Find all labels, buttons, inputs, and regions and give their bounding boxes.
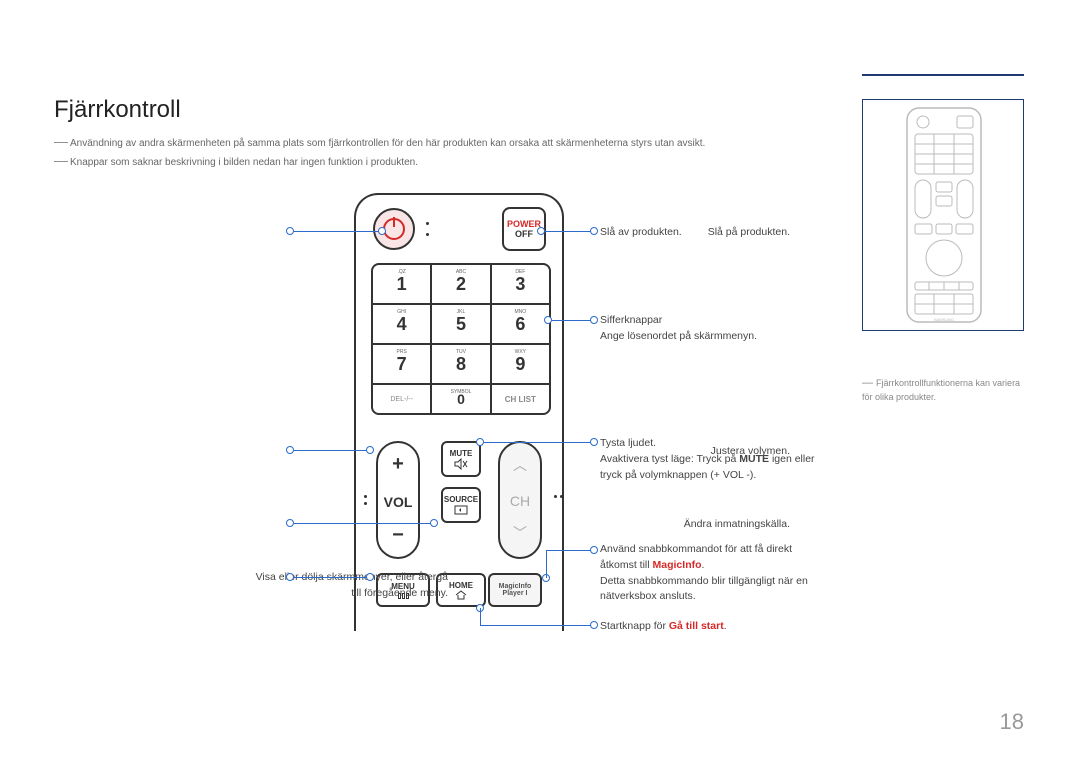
leader-dot <box>286 446 294 454</box>
leader-line <box>552 320 594 321</box>
key-chlist: CH LIST <box>492 385 549 413</box>
leader-dot <box>286 573 294 581</box>
key-9: WXY9 <box>492 345 549 385</box>
callout-magicinfo: Använd snabbkommandot för att få direkt … <box>600 542 830 605</box>
leader-line <box>294 523 434 524</box>
key-1: .QZ1 <box>373 265 432 305</box>
volume-rocker: + VOL − <box>376 441 420 559</box>
callout-power-on: Slå på produkten. <box>708 225 790 241</box>
source-button: SOURCE <box>441 487 481 523</box>
leader-dot <box>590 316 598 324</box>
page-title: Fjärrkontroll <box>54 96 181 124</box>
leader-dot <box>590 546 598 554</box>
note-dash: ― <box>54 133 68 149</box>
sidebar-remote-preview: SAMSUNG <box>862 99 1024 331</box>
leader-dot <box>590 227 598 235</box>
leader-dot <box>590 438 598 446</box>
key-3: DEF3 <box>492 265 549 305</box>
leader-line <box>484 442 594 443</box>
callout-power-off: Slå av produkten. <box>600 225 682 241</box>
callout-mute: Tysta ljudet. Avaktivera tyst läge: Tryc… <box>600 436 820 483</box>
remote-body: POWER OFF .QZ1 ABC2 DEF3 GHI4 JKL5 MNO6 … <box>354 193 564 631</box>
mute-button: MUTE <box>441 441 481 477</box>
leader-line <box>546 550 547 578</box>
key-7: PRS7 <box>373 345 432 385</box>
leader-line <box>545 231 594 232</box>
key-6: MNO6 <box>492 305 549 345</box>
key-del: DEL-/-- <box>373 385 432 413</box>
sidebar-note: ―Fjärrkontrollfunktionerna kan variera f… <box>862 376 1024 404</box>
page-number: 18 <box>1000 709 1024 735</box>
leader-dot <box>430 519 438 527</box>
leader-dot <box>378 227 386 235</box>
leader-dot <box>590 621 598 629</box>
header-rule <box>862 74 1024 76</box>
note-1: Användning av andra skärmenheten på samm… <box>70 138 830 149</box>
leader-line <box>480 608 481 625</box>
leader-line <box>294 577 370 578</box>
leader-dot <box>366 446 374 454</box>
leader-dot <box>537 227 545 235</box>
key-8: TUV8 <box>432 345 491 385</box>
callout-nums: Sifferknappar Ange lösenordet på skärmme… <box>600 313 820 345</box>
key-4: GHI4 <box>373 305 432 345</box>
key-0: SYMBOL0 <box>432 385 491 413</box>
callout-menu: Visa eller dölja skärmmenyer, eller åter… <box>248 570 448 602</box>
leader-dot <box>366 573 374 581</box>
leader-dot <box>544 316 552 324</box>
note-2: Knappar som saknar beskrivning i bilden … <box>70 157 830 168</box>
note-dash: ― <box>54 152 68 168</box>
callout-source: Ändra inmatningskälla. <box>684 517 790 533</box>
leader-line <box>480 625 594 626</box>
numpad: .QZ1 ABC2 DEF3 GHI4 JKL5 MNO6 PRS7 TUV8 … <box>371 263 551 415</box>
channel-rocker: ︿ CH ﹀ <box>498 441 542 559</box>
callout-home: Startknapp för Gå till start. <box>600 619 727 635</box>
key-5: JKL5 <box>432 305 491 345</box>
leader-line <box>546 550 594 551</box>
mini-remote-icon: SAMSUNG <box>905 106 983 324</box>
key-2: ABC2 <box>432 265 491 305</box>
svg-text:SAMSUNG: SAMSUNG <box>934 317 954 322</box>
leader-dot <box>286 227 294 235</box>
leader-dot <box>286 519 294 527</box>
leader-line <box>294 450 370 451</box>
leader-dot <box>476 438 484 446</box>
ir-indicator <box>423 222 433 236</box>
leader-line <box>294 231 382 232</box>
magicinfo-button: MagicInfo Player I <box>488 573 542 607</box>
